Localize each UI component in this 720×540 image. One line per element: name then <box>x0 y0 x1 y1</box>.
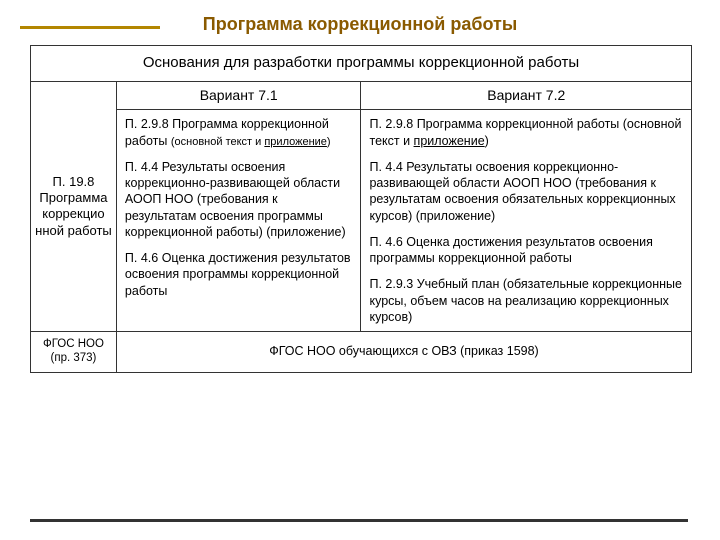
subheader-variant1: Вариант 7.1 <box>116 81 361 110</box>
v1-p1-tail: (основной текст и <box>171 136 264 148</box>
accent-line <box>20 26 160 29</box>
v2-p2: П. 4.4 Результаты освоения коррекционно-… <box>369 159 683 224</box>
v1-p3: П. 4.6 Оценка достижения результатов осв… <box>125 250 353 299</box>
v1-p1: П. 2.9.8 Программа коррекционной работы … <box>125 116 353 149</box>
v1-p1-ul: приложение <box>264 136 327 148</box>
program-table: Основания для разработки программы корре… <box>30 45 692 373</box>
v2-p1-ul: приложение <box>414 134 485 148</box>
cell-variant2: П. 2.9.8 Программа коррекционной работы … <box>361 110 692 332</box>
v2-p3: П. 4.6 Оценка достижения результатов осв… <box>369 234 683 267</box>
v2-p4: П. 2.9.3 Учебный план (обязательные корр… <box>369 276 683 325</box>
v2-p1: П. 2.9.8 Программа коррекционной работы … <box>369 116 683 149</box>
slide-title: Программа коррекционной работы <box>0 0 720 45</box>
footer-bar <box>30 519 688 522</box>
cell-variant1: П. 2.9.8 Программа коррекционной работы … <box>116 110 361 332</box>
v1-p2: П. 4.4 Результаты освоения коррекционно-… <box>125 159 353 240</box>
table-header: Основания для разработки программы корре… <box>31 46 692 82</box>
table-container: Основания для разработки программы корре… <box>0 45 720 373</box>
footer-left: ФГОС НОО (пр. 373) <box>31 332 117 373</box>
v2-p1-close: ) <box>485 134 489 148</box>
footer-right: ФГОС НОО обучающихся с ОВЗ (приказ 1598) <box>116 332 691 373</box>
row-label-left: П. 19.8 Программа коррекцио нной работы <box>31 81 117 331</box>
v1-p1-close: ) <box>327 136 331 148</box>
subheader-variant2: Вариант 7.2 <box>361 81 692 110</box>
